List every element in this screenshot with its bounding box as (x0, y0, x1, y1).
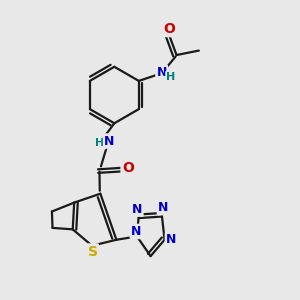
Text: N: N (131, 225, 141, 238)
Text: N: N (158, 201, 168, 214)
Text: H: H (166, 72, 176, 82)
Text: N: N (104, 135, 115, 148)
Text: O: O (163, 22, 175, 36)
Text: O: O (122, 161, 134, 175)
Text: S: S (88, 245, 98, 259)
Text: H: H (95, 139, 105, 148)
Text: N: N (157, 66, 167, 79)
Text: N: N (132, 202, 142, 216)
Text: N: N (166, 233, 176, 246)
